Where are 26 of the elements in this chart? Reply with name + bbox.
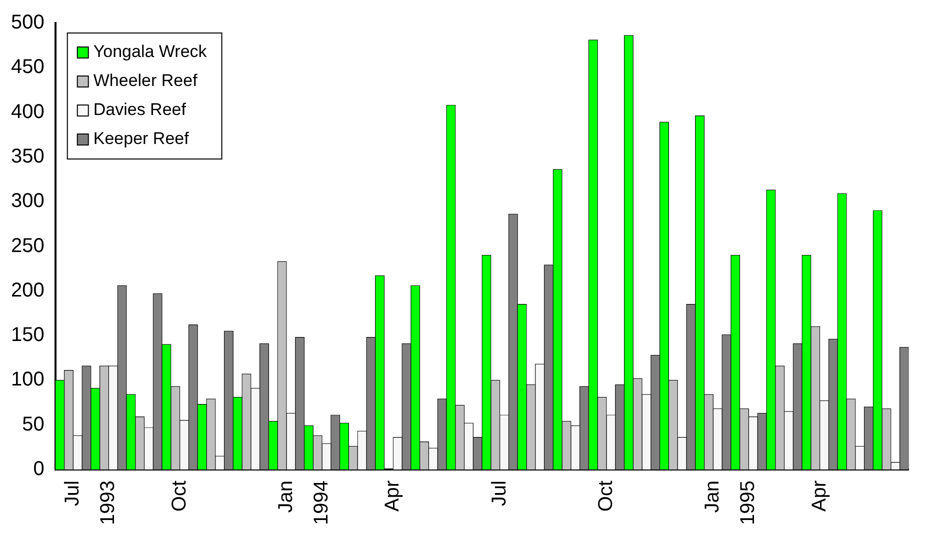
legend-label: Wheeler Reef bbox=[93, 71, 198, 90]
y-tick-label: 350 bbox=[10, 145, 44, 168]
x-tick-label: 1995 bbox=[737, 480, 760, 526]
x-tick-label: Jan bbox=[702, 480, 724, 513]
x-tick-label: Jul bbox=[488, 480, 510, 506]
y-tick-label: 200 bbox=[10, 279, 44, 302]
x-tick-label: 1993 bbox=[97, 480, 120, 526]
x-tick-label: Apr bbox=[808, 480, 830, 512]
x-tick-label: Apr bbox=[382, 480, 404, 512]
y-tick-label: 500 bbox=[10, 12, 44, 34]
y-tick-label: 450 bbox=[10, 56, 44, 78]
x-tick-label: Jul bbox=[62, 480, 84, 506]
x-tick-label: Jan bbox=[274, 480, 297, 513]
y-tick-label: 50 bbox=[22, 413, 44, 436]
x-tick-label: Oct bbox=[168, 480, 190, 512]
y-tick-label: 0 bbox=[33, 458, 44, 480]
legend-label: Keeper Reef bbox=[93, 129, 190, 148]
y-tick-label: 400 bbox=[10, 100, 44, 123]
legend-label: Yongala Wreck bbox=[93, 42, 208, 62]
y-tick-label: 100 bbox=[10, 368, 44, 391]
x-tick-label: Oct bbox=[594, 480, 617, 512]
y-tick-label: 150 bbox=[10, 324, 44, 346]
y-tick-label: 250 bbox=[10, 234, 44, 257]
legend-label: Davies Reef bbox=[93, 100, 186, 120]
x-tick-label: 1994 bbox=[310, 480, 333, 526]
y-tick-label: 300 bbox=[10, 190, 44, 212]
